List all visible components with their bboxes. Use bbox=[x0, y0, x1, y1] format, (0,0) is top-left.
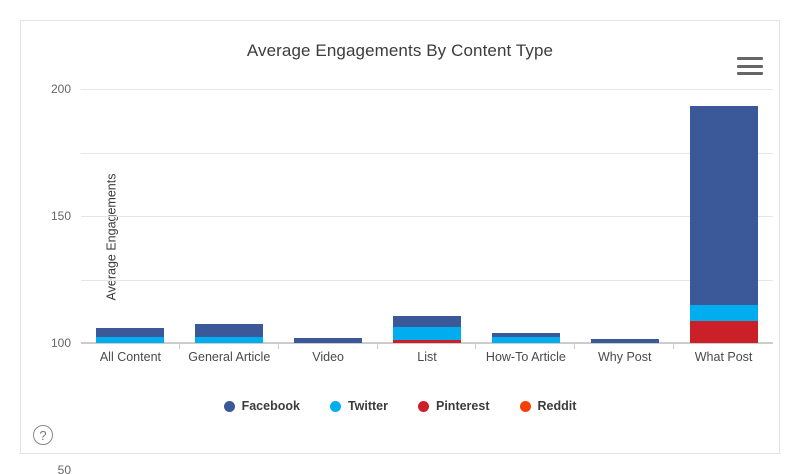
x-axis-tick bbox=[574, 343, 576, 349]
bar-segment-pinterest[interactable] bbox=[689, 321, 758, 343]
bar-segment-twitter[interactable] bbox=[195, 336, 264, 343]
bar-slot-6 bbox=[674, 89, 773, 343]
legend-dot-reddit-icon bbox=[519, 400, 531, 412]
legend-dot-pinterest-icon bbox=[418, 400, 429, 412]
x-axis-tick bbox=[673, 343, 675, 349]
x-label-how-to-article: How-To Article bbox=[485, 350, 566, 364]
bar-slot-4 bbox=[476, 89, 576, 349]
bar-slot-2 bbox=[279, 89, 378, 349]
x-label-list: List bbox=[417, 350, 437, 364]
x-label-all-content: All Content bbox=[99, 350, 161, 364]
legend-dot-twitter-icon bbox=[329, 400, 341, 412]
bar-segment-twitter[interactable] bbox=[491, 336, 560, 343]
chart-title: Average Engagements By Content Type bbox=[246, 41, 554, 60]
legend-label: Reddit bbox=[537, 399, 577, 413]
x-axis-tick bbox=[178, 343, 180, 349]
bar-slot-3 bbox=[378, 89, 477, 349]
legend-label: Pinterest bbox=[436, 399, 490, 413]
gridline-200: 200 bbox=[51, 82, 773, 96]
bar-stack[interactable] bbox=[689, 105, 758, 343]
y-tick-label-150: 150 bbox=[50, 209, 71, 223]
x-axis-tick bbox=[376, 343, 378, 349]
bar-segment-facebook[interactable] bbox=[689, 105, 758, 305]
chart-panel: Average Engagements By Content Type Aver… bbox=[20, 20, 780, 474]
legend-label: Facebook bbox=[241, 399, 300, 413]
bar-stack[interactable] bbox=[491, 332, 560, 343]
bar-stack[interactable] bbox=[96, 327, 165, 343]
x-label-general-article: General Article bbox=[188, 350, 271, 364]
gridline-150: 150 bbox=[51, 152, 773, 223]
bar-segment-twitter[interactable] bbox=[96, 336, 165, 343]
bar-segment-facebook[interactable] bbox=[96, 327, 165, 337]
legend-dot-facebook-icon bbox=[223, 400, 235, 412]
legend-item-facebook[interactable]: Facebook bbox=[223, 399, 300, 413]
gridline-50: 50 bbox=[58, 279, 773, 474]
y-tick-label-50: 50 bbox=[57, 463, 71, 474]
x-label-what-post: What Post bbox=[694, 350, 753, 364]
menu-bar-2 bbox=[737, 64, 763, 68]
x-label-video: Video bbox=[312, 350, 345, 364]
y-tick-label-200: 200 bbox=[50, 82, 71, 96]
bar-segment-pinterest[interactable] bbox=[393, 340, 461, 343]
gridline-0: 0 bbox=[81, 343, 773, 344]
bar-stack[interactable] bbox=[590, 339, 659, 343]
chart-legend: Facebook Twitter Pinterest Reddit bbox=[21, 399, 779, 413]
bar-segment-twitter[interactable] bbox=[689, 304, 758, 322]
legend-item-reddit[interactable]: Reddit bbox=[519, 399, 577, 413]
gridline-100: 100 bbox=[51, 216, 773, 350]
bar-stack[interactable] bbox=[393, 316, 461, 343]
x-axis-tick bbox=[277, 343, 279, 349]
bar-segment-facebook[interactable] bbox=[590, 339, 659, 343]
bar-segment-facebook[interactable] bbox=[491, 332, 560, 337]
menu-bar-3 bbox=[737, 72, 763, 75]
x-label-why-post: Why Post bbox=[597, 350, 652, 364]
bar-stack[interactable] bbox=[294, 337, 363, 343]
bar-series-group bbox=[81, 89, 773, 349]
hamburger-menu-icon[interactable] bbox=[737, 54, 763, 78]
x-axis-tick bbox=[475, 343, 477, 349]
menu-bar-1 bbox=[737, 57, 763, 60]
bar-slot-5 bbox=[575, 89, 675, 349]
bar-segment-facebook[interactable] bbox=[195, 323, 264, 337]
bar-slot-1 bbox=[180, 89, 279, 349]
legend-item-pinterest[interactable]: Pinterest bbox=[418, 399, 490, 413]
bar-slot-0 bbox=[81, 89, 180, 349]
bar-segment-twitter[interactable] bbox=[393, 326, 461, 341]
help-question-icon[interactable]: ? bbox=[33, 425, 53, 445]
legend-label: Twitter bbox=[347, 399, 388, 413]
bar-segment-facebook[interactable] bbox=[393, 316, 461, 327]
legend-item-twitter[interactable]: Twitter bbox=[329, 399, 388, 413]
bar-segment-facebook[interactable] bbox=[294, 337, 363, 343]
y-tick-label-100: 100 bbox=[50, 336, 71, 350]
bar-stack[interactable] bbox=[195, 323, 264, 343]
plot-area: 0 50 100 150 200 bbox=[51, 82, 773, 474]
x-axis-labels: All Content General Article Video List How-T… bbox=[81, 349, 773, 366]
